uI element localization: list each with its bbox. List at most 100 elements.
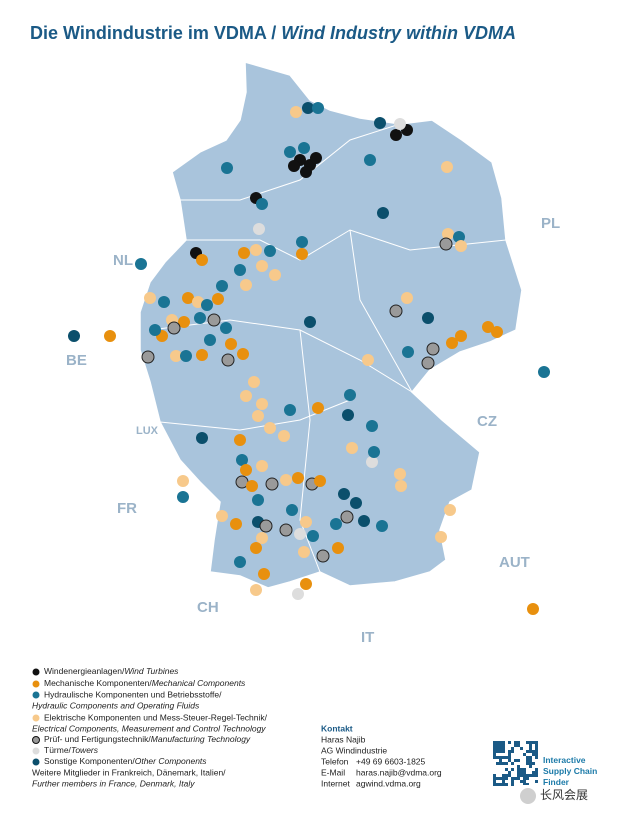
legend-english: Wind Turbines bbox=[124, 666, 179, 676]
qr-cell bbox=[517, 765, 520, 768]
member-dot bbox=[455, 240, 467, 252]
country-label: AUT bbox=[499, 554, 530, 571]
qr-cell bbox=[529, 762, 532, 765]
qr-cell bbox=[502, 756, 505, 759]
member-dot bbox=[312, 102, 324, 114]
member-dot bbox=[225, 338, 237, 350]
qr-cell bbox=[535, 741, 538, 744]
country-label: LUX bbox=[136, 425, 159, 437]
country-label: CH bbox=[197, 599, 219, 616]
member-dot bbox=[346, 442, 358, 454]
qr-cell bbox=[535, 774, 538, 777]
member-dot bbox=[422, 312, 434, 324]
qr-cell bbox=[502, 741, 505, 744]
qr-cell bbox=[496, 756, 499, 759]
qr-cell bbox=[529, 744, 532, 747]
member-dot bbox=[144, 292, 156, 304]
qr-cell bbox=[493, 783, 496, 786]
member-dot bbox=[296, 248, 308, 260]
qr-label: Interactive Supply Chain Finder bbox=[543, 755, 598, 787]
legend-german: Elektrische Komponenten und Mess-Steuer-… bbox=[44, 712, 268, 722]
member-dot bbox=[246, 480, 258, 492]
member-dot bbox=[177, 475, 189, 487]
qr-cell bbox=[529, 759, 532, 762]
member-dot bbox=[256, 198, 268, 210]
member-dot bbox=[446, 337, 458, 349]
qr-cell bbox=[532, 741, 535, 744]
qr-cell bbox=[505, 756, 508, 759]
qr-cell bbox=[535, 771, 538, 774]
qr-cell bbox=[499, 756, 502, 759]
member-dot bbox=[238, 247, 250, 259]
qr-cell bbox=[526, 777, 529, 780]
member-dot bbox=[240, 464, 252, 476]
member-dot bbox=[221, 162, 233, 174]
qr-cell bbox=[499, 750, 502, 753]
member-dot bbox=[455, 330, 467, 342]
qr-cell bbox=[496, 750, 499, 753]
member-dot bbox=[302, 102, 314, 114]
qr-cell bbox=[532, 762, 535, 765]
member-dot bbox=[395, 480, 407, 492]
member-dot bbox=[538, 366, 550, 378]
member-dot bbox=[376, 520, 388, 532]
contact-label: Telefon bbox=[321, 756, 349, 766]
member-dot bbox=[149, 324, 161, 336]
member-dot bbox=[435, 531, 447, 543]
further-english: Further members in France, Denmark, Ital… bbox=[32, 778, 195, 788]
member-dot bbox=[394, 118, 406, 130]
qr-cell bbox=[505, 768, 508, 771]
qr-cell bbox=[511, 780, 514, 783]
legend-dot bbox=[32, 668, 40, 676]
member-dot bbox=[453, 231, 465, 243]
qr-cell bbox=[499, 762, 502, 765]
member-dot bbox=[68, 330, 80, 342]
member-dot bbox=[141, 350, 155, 364]
member-dot bbox=[401, 292, 413, 304]
contact-value: +49 69 6603-1825 bbox=[356, 756, 426, 766]
qr-cell bbox=[523, 771, 526, 774]
qr-cell bbox=[496, 777, 499, 780]
legend-german: Windenergieanlagen/ bbox=[44, 666, 125, 676]
qr-cell bbox=[517, 774, 520, 777]
legend-dot bbox=[32, 747, 40, 755]
contact-value: haras.najib@vdma.org bbox=[356, 767, 442, 777]
qr-cell bbox=[499, 747, 502, 750]
qr-cell bbox=[535, 744, 538, 747]
member-dot bbox=[204, 334, 216, 346]
qr-cell bbox=[493, 750, 496, 753]
member-dot bbox=[178, 316, 190, 328]
qr-cell bbox=[499, 777, 502, 780]
legend-english: Other Components bbox=[135, 756, 208, 766]
qr-cell bbox=[529, 741, 532, 744]
member-dot bbox=[332, 542, 344, 554]
member-dot bbox=[212, 293, 224, 305]
member-dot bbox=[256, 460, 268, 472]
member-dot bbox=[402, 346, 414, 358]
country-label: CZ bbox=[477, 413, 497, 430]
member-dot bbox=[207, 313, 221, 327]
qr-cell bbox=[493, 744, 496, 747]
member-dot bbox=[158, 296, 170, 308]
qr-cell bbox=[523, 780, 526, 783]
member-dot bbox=[389, 304, 403, 318]
legend-english: Mechanical Components bbox=[152, 678, 246, 688]
qr-cell bbox=[526, 762, 529, 765]
qr-cell bbox=[493, 756, 496, 759]
member-dot bbox=[252, 410, 264, 422]
watermark-bg bbox=[515, 785, 613, 807]
member-dot bbox=[300, 578, 312, 590]
legend-dot bbox=[32, 714, 40, 722]
qr-code bbox=[492, 740, 538, 786]
qr-cell bbox=[499, 744, 502, 747]
contact-label: E-Mail bbox=[321, 767, 345, 777]
legend-german: Sonstige Komponenten/ bbox=[44, 756, 135, 766]
member-dot bbox=[196, 254, 208, 266]
member-dot bbox=[258, 568, 270, 580]
member-dot bbox=[259, 519, 273, 533]
legend-english: Manufacturing Technology bbox=[151, 734, 251, 744]
qr-cell bbox=[517, 768, 520, 771]
member-dot bbox=[234, 434, 246, 446]
member-dot bbox=[364, 154, 376, 166]
